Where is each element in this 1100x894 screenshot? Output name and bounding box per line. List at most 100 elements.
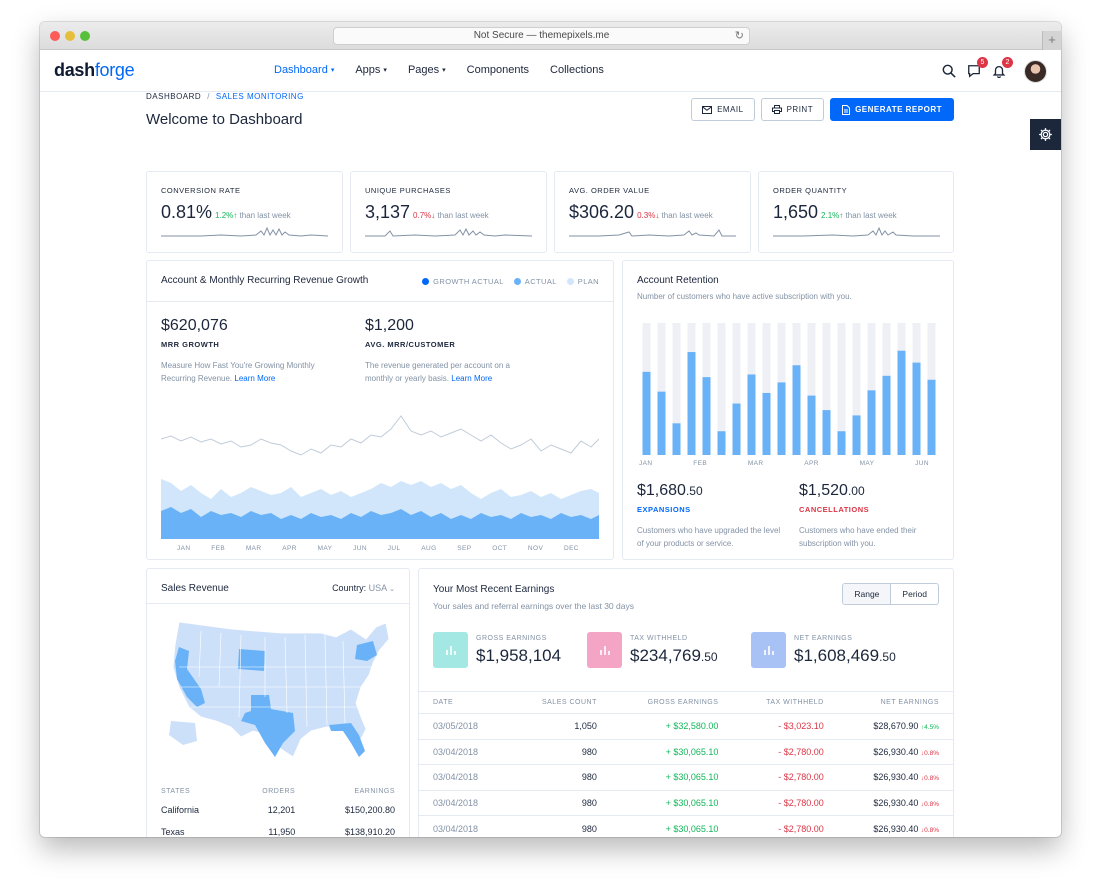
kpi-delta-note: than last week [437,211,489,220]
stat-cents: .50 [879,649,896,664]
mrr-desc-text: Measure How Fast You're Growing Monthly … [161,361,315,383]
table-row[interactable]: California 12,201 $150,200.80 [147,799,409,821]
generate-report-button[interactable]: GENERATE REPORT [830,98,954,121]
column-header: EARNINGS [354,787,395,795]
kpi-value: 1,650 2.1%↑ than last week [773,202,897,223]
kpi-card-conversion: CONVERSION RATE 0.81% 1.2%↑ than last wee… [146,171,343,253]
new-tab-button[interactable]: + [1042,31,1061,50]
menu-collections[interactable]: Collections [550,64,604,76]
address-bar[interactable]: Not Secure — themepixels.me ↻ [333,27,750,45]
kpi-label: ORDER QUANTITY [773,186,848,195]
menu-pages[interactable]: Pages ▾ [408,64,446,76]
month-label: NOV [527,545,544,552]
expansions-dollars: $1,680 [637,482,686,499]
table-row[interactable]: 03/04/2018 980 + $30,065.10 - $2,780.00 … [419,764,953,790]
range-button[interactable]: Range [843,584,892,604]
net-cell: $26,930.40 ↓0.8% [837,738,953,765]
column-header: NET EARNINGS [880,699,939,706]
net-cell: $26,930.40 ↓0.8% [837,789,953,816]
stat-dollars: $1,608,469 [794,645,880,665]
net-value: $26,930.40 [873,746,919,757]
count-cell: 980 [508,738,611,765]
menu-dashboard[interactable]: Dashboard ▾ [274,64,334,76]
kpi-delta-value: 0.7% [413,211,432,220]
learn-more-link[interactable]: Learn More [451,374,493,383]
date-cell: 03/05/2018 [419,713,509,739]
card-title: Sales Revenue [161,583,229,594]
table-row[interactable]: Texas 11,950 $138,910.20 [147,821,409,837]
retention-bar [702,377,711,455]
kpi-delta: 2.1%↑ than last week [821,211,897,220]
header-actions: EMAIL PRINT GENERATE REPORT [691,98,954,121]
column-header: STATES [161,787,191,795]
account-retention-card: Account Retention Number of customers wh… [622,260,954,560]
logo[interactable]: dashforge [54,60,135,81]
kpi-label: UNIQUE PURCHASES [365,186,451,195]
florida-shape [329,723,365,757]
kpi-value-text: 1,650 [773,202,819,222]
breadcrumb-separator: / [207,92,210,101]
zoom-window-button[interactable] [80,31,90,41]
bar-chart-icon [751,632,786,668]
menu-components[interactable]: Components [467,64,529,76]
retention-bar-track [657,323,666,455]
menu-apps[interactable]: Apps ▾ [355,64,387,76]
month-label: OCT [492,545,508,552]
kpi-value: $306.20 0.3%↓ than last week [569,202,713,223]
month-label: APR [804,460,819,467]
main-content: DASHBOARD / SALES MONITORING Welcome to … [146,92,954,837]
month-axis: JAN FEB MAR APR MAY JUN JUL AUG SEP OCT NOV DEC [177,545,579,552]
retention-bar-track [672,323,681,455]
legend-label: GROWTH ACTUAL [433,277,504,286]
minimize-window-button[interactable] [65,31,75,41]
gross-cell: + $30,065.10 [610,815,733,837]
arrow-down-icon: ↓ [920,749,925,757]
retention-bar-track [732,323,741,455]
month-label: JAN [177,545,191,552]
bell-icon[interactable]: 2 [987,57,1013,83]
net-value: $26,930.40 [873,823,919,834]
chart-legend: GROWTH ACTUAL ACTUAL PLAN [422,277,599,286]
reload-icon[interactable]: ↻ [734,30,744,42]
arrow-up-icon: ↑ [233,211,238,220]
state-grid-lines [179,630,371,728]
email-button[interactable]: EMAIL [691,98,755,121]
messages-icon[interactable]: 5 [962,57,988,83]
date-cell: 03/04/2018 [419,738,509,765]
actual-area [161,507,599,539]
arrow-down-icon: ↓ [655,211,660,220]
period-button[interactable]: Period [902,589,927,599]
retention-bar-track [837,323,846,455]
stat-label: NET EARNINGS [794,634,853,642]
table-row[interactable]: 03/04/2018 980 + $30,065.10 - $2,780.00 … [419,815,953,837]
learn-more-link[interactable]: Learn More [234,374,276,383]
page-title: Welcome to Dashboard [146,111,303,128]
card-subtitle: Number of customers who have active subs… [637,292,852,301]
kpi-delta-note: than last week [661,211,713,220]
net-change: 0.8% [924,775,939,783]
print-button[interactable]: PRINT [760,98,825,121]
tax-cell: - $2,780.00 [732,789,838,816]
country-value: USA [368,583,387,593]
search-icon[interactable] [937,59,961,83]
avatar[interactable] [1024,59,1047,83]
net-change: 4.5% [924,724,939,732]
card-subtitle: Your sales and referral earnings over th… [433,601,634,611]
gear-icon [1039,128,1052,141]
retention-bar [732,403,741,455]
table-row[interactable]: 03/04/2018 980 + $30,065.10 - $2,780.00 … [419,738,953,765]
kpi-delta: 1.2%↑ than last week [215,211,291,220]
close-window-button[interactable] [50,31,60,41]
cancellations-value: $1,520.00 [799,482,939,500]
generate-report-label: GENERATE REPORT [855,105,942,114]
breadcrumb-dashboard[interactable]: DASHBOARD [146,92,202,101]
legend-label: ACTUAL [524,277,557,286]
country-select[interactable]: Country: USA ⌄ [332,583,395,593]
settings-button[interactable] [1030,119,1061,150]
kpi-value-text: $306.20 [569,202,635,222]
sparkline [569,229,736,237]
table-row[interactable]: 03/04/2018 980 + $30,065.10 - $2,780.00 … [419,789,953,816]
table-row[interactable]: 03/05/2018 1,050 + $32,580.00 - $3,023.1… [419,713,953,739]
column-header: TAX WITHHELD [766,699,824,706]
net-value: $26,930.40 [873,797,919,808]
